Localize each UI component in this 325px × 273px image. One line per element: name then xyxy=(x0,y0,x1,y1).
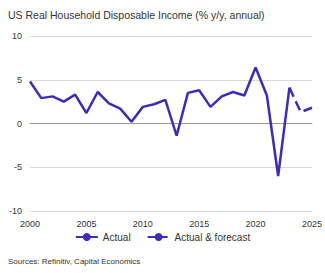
svg-text:0: 0 xyxy=(17,119,22,129)
svg-text:2000: 2000 xyxy=(20,219,40,229)
svg-text:US Real Household Disposable I: US Real Household Disposable Income (% y… xyxy=(8,9,265,21)
svg-text:-5: -5 xyxy=(14,162,22,172)
svg-text:2010: 2010 xyxy=(133,219,153,229)
svg-text:Actual: Actual xyxy=(103,232,131,243)
svg-text:Actual & forecast: Actual & forecast xyxy=(175,232,251,243)
svg-text:10: 10 xyxy=(12,31,22,41)
svg-text:2020: 2020 xyxy=(246,219,266,229)
svg-text:5: 5 xyxy=(17,75,22,85)
svg-text:-10: -10 xyxy=(9,206,22,216)
svg-text:Sources: Refinitiv, Capital Ec: Sources: Refinitiv, Capital Economics xyxy=(8,257,140,266)
svg-text:2015: 2015 xyxy=(189,219,209,229)
svg-text:2025: 2025 xyxy=(302,219,322,229)
svg-text:2005: 2005 xyxy=(76,219,96,229)
